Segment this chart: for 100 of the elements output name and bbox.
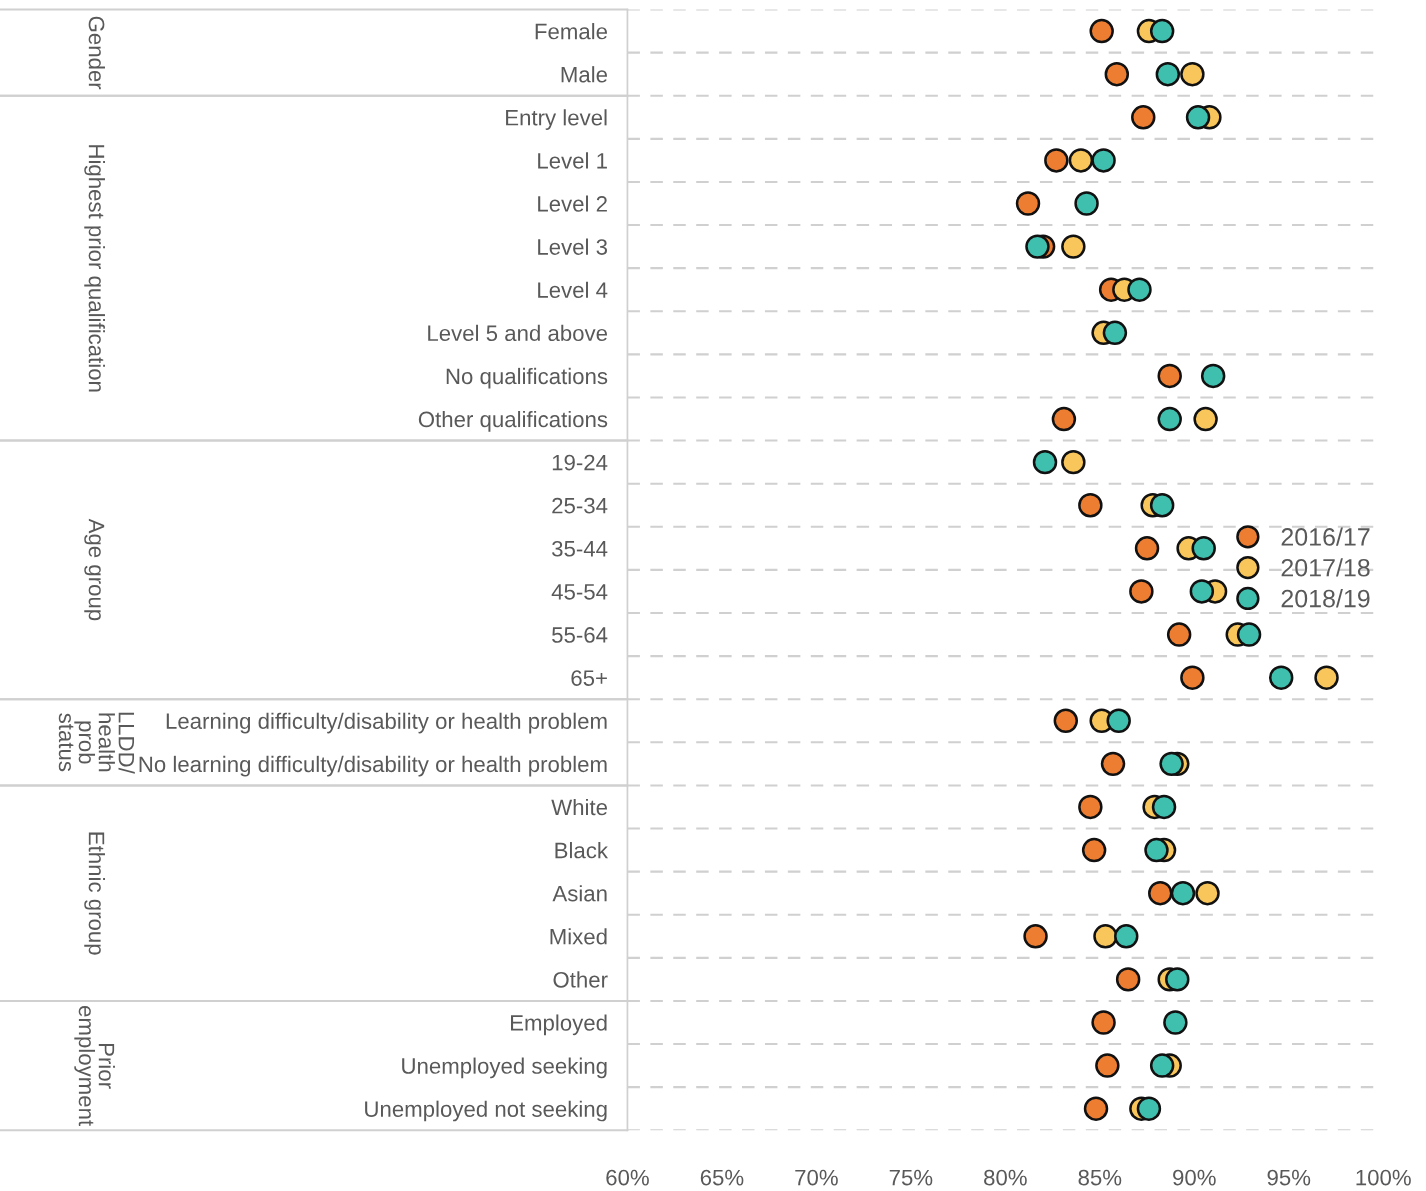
point — [1236, 622, 1262, 647]
text: LLDD/ health prob status — [58, 712, 135, 774]
point — [1191, 536, 1216, 561]
point — [1083, 1096, 1109, 1121]
point — [1170, 880, 1196, 906]
legend-label: 2017/18 — [1281, 558, 1370, 577]
point — [1093, 924, 1118, 949]
y-tick-label: Asian — [552, 885, 607, 902]
y-tick-label: 25-34 — [552, 497, 608, 514]
text: Age group — [84, 518, 105, 621]
point — [1200, 363, 1226, 389]
point — [1089, 18, 1114, 44]
point — [1189, 579, 1215, 604]
point — [1078, 794, 1103, 820]
point — [1149, 18, 1175, 44]
y-tick-label: Black — [555, 842, 609, 859]
y-tick-label: Female — [535, 23, 608, 40]
point — [1157, 363, 1182, 389]
y-tick-label: Mixed — [550, 928, 607, 945]
point — [1061, 234, 1086, 259]
y-tick-label: Employed — [511, 1014, 607, 1036]
point — [1025, 234, 1050, 259]
point — [1149, 493, 1175, 518]
point — [1091, 1010, 1116, 1035]
x-tick-label: 60% — [606, 1169, 649, 1186]
point — [1148, 880, 1173, 906]
y-tick-label: Unemployed not seeking — [365, 1100, 607, 1122]
point — [1032, 449, 1058, 475]
y-tick-label: Other — [553, 971, 608, 988]
point — [1102, 320, 1128, 346]
y-tick-label: Entry level — [506, 109, 607, 130]
point — [1136, 1096, 1162, 1121]
text: Prior employment — [74, 1006, 115, 1126]
point — [1051, 406, 1077, 432]
point — [1068, 148, 1094, 173]
y-tick-label: 45-54 — [551, 584, 608, 600]
y-tick-label: 55-64 — [552, 627, 608, 643]
point — [1074, 191, 1099, 216]
point — [1081, 837, 1107, 863]
y-tick-label: 65+ — [571, 670, 607, 686]
point — [1159, 751, 1184, 777]
x-tick-label: 85% — [1078, 1169, 1122, 1186]
y-tick-label: Learning difficulty/disability or health problem — [166, 712, 607, 734]
point — [1061, 449, 1086, 475]
y-tick-label: Level 5 and above — [428, 324, 608, 342]
y-tick-label: 19-24 — [552, 454, 608, 471]
x-tick-label: 100% — [1356, 1169, 1411, 1186]
x-tick-label: 75% — [889, 1169, 933, 1186]
point — [1100, 751, 1126, 777]
y-tick-label: White — [551, 798, 608, 816]
point — [1115, 967, 1141, 992]
x-tick-label: 70% — [795, 1169, 838, 1186]
point — [1053, 708, 1079, 733]
point — [1015, 191, 1041, 216]
point — [1129, 579, 1154, 604]
point — [1134, 536, 1160, 561]
point — [1149, 1053, 1175, 1078]
text: Highest prior qualification — [84, 145, 105, 392]
y-tick-label: Male — [561, 66, 608, 83]
y-tick-label: Level 3 — [538, 238, 608, 255]
point — [1166, 622, 1192, 647]
point — [1104, 61, 1130, 87]
legend-label: 2016/17 — [1281, 527, 1370, 546]
x-tick-label: 90% — [1173, 1169, 1216, 1186]
point — [1268, 665, 1294, 690]
point — [1157, 406, 1182, 432]
point — [1185, 105, 1211, 130]
point — [1106, 708, 1131, 733]
point — [1127, 277, 1152, 302]
point — [1091, 148, 1116, 173]
point — [1151, 794, 1177, 820]
y-tick-label: No qualifications — [446, 367, 608, 389]
point — [1180, 61, 1205, 87]
point — [1095, 1053, 1120, 1078]
y-tick-label: Level 1 — [538, 152, 607, 169]
point — [1165, 967, 1190, 992]
point — [1023, 924, 1048, 949]
point — [1114, 924, 1139, 949]
point — [1155, 61, 1181, 87]
point — [1163, 1010, 1188, 1035]
x-tick-label: 95% — [1267, 1169, 1311, 1186]
x-tick-label: 65% — [700, 1169, 744, 1186]
point — [1044, 148, 1069, 173]
point — [1144, 837, 1169, 863]
y-tick-label: Other qualifications — [418, 410, 608, 432]
point — [1195, 880, 1220, 906]
y-tick-label: Level 4 — [538, 281, 608, 298]
point — [1180, 665, 1205, 690]
y-tick-label: 35-44 — [552, 540, 608, 557]
y-tick-label: Unemployed seeking — [402, 1057, 607, 1079]
point — [1193, 406, 1218, 432]
y-tick-label: Level 2 — [538, 195, 607, 212]
point — [1314, 665, 1339, 690]
y-tick-label: No learning difficulty/disability or health problem — [139, 755, 607, 777]
x-tick-label: 80% — [984, 1169, 1027, 1186]
text: Ethnic group — [84, 832, 105, 955]
point — [1131, 105, 1156, 130]
text: Gender — [88, 16, 105, 90]
point — [1078, 493, 1103, 518]
legend-label: 2018/19 — [1281, 589, 1370, 608]
